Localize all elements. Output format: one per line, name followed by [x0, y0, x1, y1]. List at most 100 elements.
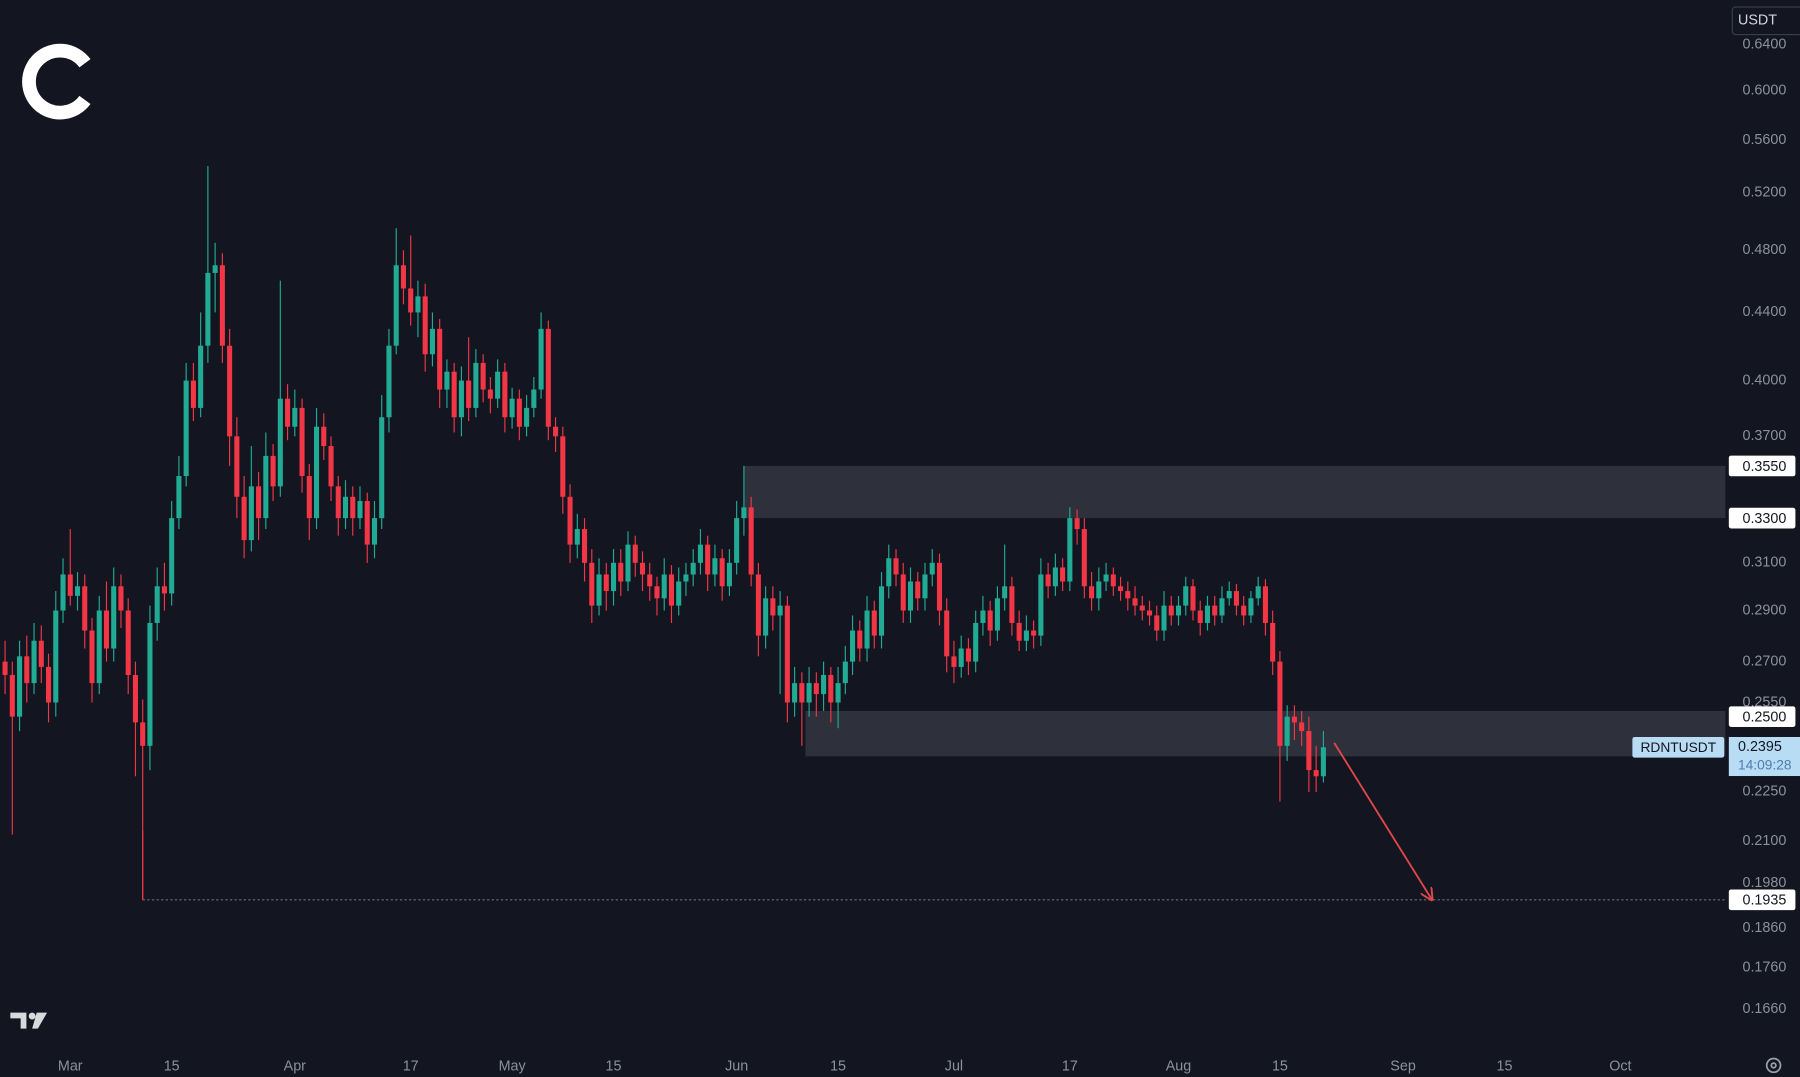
candle-body	[1212, 605, 1218, 616]
x-tick-label: 15	[1496, 1058, 1512, 1074]
candle-body	[89, 630, 95, 684]
candle-body	[1262, 586, 1268, 623]
candle-body	[248, 486, 254, 541]
candle-body	[1081, 529, 1087, 587]
candle-body	[256, 486, 262, 519]
candle-body	[444, 371, 450, 390]
candle-body	[1291, 716, 1297, 723]
candle-body	[1226, 591, 1232, 599]
candle-body	[147, 622, 153, 746]
currency-box[interactable]: USDT	[1731, 6, 1800, 36]
candle-body	[835, 683, 841, 703]
candle-body	[871, 610, 877, 636]
candle-body	[1197, 610, 1203, 623]
candle-body	[1125, 591, 1131, 599]
candle-body	[944, 610, 950, 657]
candle-body	[451, 371, 457, 418]
candle-body	[1277, 661, 1283, 746]
y-tick-label: 0.2250	[1742, 784, 1786, 800]
y-tick-label: 0.4400	[1742, 304, 1786, 320]
candle-body	[1132, 598, 1138, 606]
candle-body	[929, 562, 935, 575]
candle-body	[821, 674, 827, 695]
candle-body	[799, 683, 805, 703]
candle-body	[422, 296, 428, 355]
candle-body	[415, 296, 421, 313]
candle-body	[1103, 574, 1109, 582]
candle-body	[227, 345, 233, 437]
candle-body	[900, 574, 906, 611]
candle-body	[285, 398, 291, 427]
candle-body	[516, 398, 522, 427]
candle-body	[53, 610, 59, 703]
candle-body	[1110, 574, 1116, 587]
logo	[22, 43, 91, 120]
candle-body	[154, 586, 160, 623]
x-tick-label: 17	[403, 1058, 419, 1074]
candle-body	[400, 265, 406, 289]
candle-body	[625, 544, 631, 582]
candle-body	[393, 265, 399, 346]
candle-body	[1089, 586, 1095, 599]
candle-body	[1002, 586, 1008, 599]
x-tick-label: 17	[1062, 1058, 1078, 1074]
candle-body	[132, 674, 138, 723]
candle-body	[618, 562, 624, 582]
candle-body	[936, 562, 943, 611]
x-tick-label: Oct	[1609, 1058, 1631, 1074]
candle-body	[299, 407, 305, 477]
candle-body	[712, 558, 718, 575]
y-tick-label: 0.1760	[1742, 959, 1786, 975]
candle-body	[741, 507, 747, 519]
candle-body	[234, 436, 240, 497]
projection-arrow	[1333, 742, 1432, 900]
candle-body	[183, 380, 189, 477]
candle-body	[610, 562, 617, 592]
candle-body	[1320, 747, 1326, 777]
candle-body	[111, 586, 117, 649]
candle-body	[103, 610, 110, 649]
candle-body	[538, 328, 544, 390]
x-tick-label: 15	[1272, 1058, 1288, 1074]
candle-body	[886, 558, 892, 587]
symbol-box	[1632, 736, 1725, 758]
candle-body	[1204, 605, 1211, 623]
candle-body	[1306, 731, 1312, 771]
y-tick-label: 0.3700	[1742, 428, 1786, 444]
candle-body	[1052, 567, 1058, 587]
candle-body	[574, 529, 580, 545]
x-tick-label: 15	[830, 1058, 846, 1074]
candle-body	[1190, 586, 1196, 611]
candle-body	[241, 496, 247, 541]
price-label: 0.3300	[1742, 511, 1786, 527]
candle-body	[697, 544, 703, 563]
candle-body	[734, 518, 740, 563]
candle-body	[379, 417, 385, 519]
candle-body	[1060, 567, 1066, 582]
candle-body	[1031, 630, 1037, 636]
last-price-box	[1728, 736, 1800, 777]
candle-body	[792, 683, 798, 703]
candle-body	[907, 581, 914, 611]
candle-body	[350, 496, 356, 519]
last-price-label: 0.2395	[1738, 739, 1782, 755]
currency-label: USDT	[1738, 13, 1777, 29]
candle-body	[582, 529, 588, 563]
candle-body	[1299, 722, 1305, 732]
candle-body	[755, 574, 761, 636]
zone	[743, 465, 1726, 519]
x-tick-label: Sep	[1390, 1058, 1416, 1074]
candle-body	[140, 722, 146, 746]
candle-body	[958, 648, 964, 667]
candle-body	[857, 630, 863, 649]
candle-body	[198, 345, 204, 408]
x-tick-label: May	[499, 1058, 527, 1074]
y-tick-label: 0.5600	[1742, 132, 1786, 148]
candle-body	[784, 605, 790, 703]
candle-body	[67, 574, 73, 596]
settings-icon[interactable]	[1765, 1057, 1782, 1074]
candle-body	[770, 598, 776, 616]
candle-body	[212, 265, 218, 273]
